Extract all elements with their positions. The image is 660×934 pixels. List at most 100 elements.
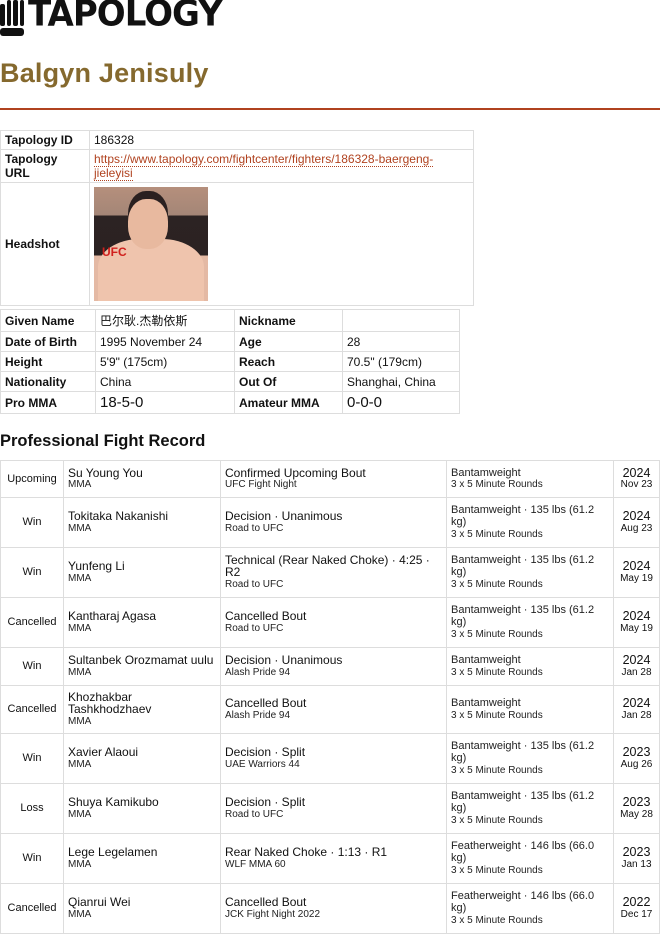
opponent-link[interactable]: Su Young You [68, 465, 143, 480]
event-link[interactable]: Alash Pride 94 [225, 666, 291, 678]
event-link[interactable]: JCK Fight Night 2022 [225, 908, 321, 920]
result: Win [0, 647, 64, 686]
pro-record-value: 18-5-0 [95, 391, 235, 414]
date: Aug 26 [620, 758, 653, 770]
method: Rear Naked Choke · 1:13 · R1 [225, 845, 388, 859]
nationality-value: China [95, 371, 235, 392]
rounds: 3 x 5 Minute Rounds [451, 666, 543, 678]
fight-row: Win Lege Legelamen MMA Rear Naked Choke · 1… [0, 833, 660, 884]
result: Cancelled [0, 685, 64, 734]
opponent-link[interactable]: Kantharaj Agasa [68, 609, 157, 623]
event-link[interactable]: Road to UFC [225, 522, 284, 534]
given-name-value: 巴尔耿.杰勒依斯 [95, 309, 235, 332]
sport: MMA [68, 908, 92, 920]
date: May 28 [620, 808, 653, 820]
rounds: 3 x 5 Minute Rounds [451, 814, 543, 826]
headshot-image: UFC [94, 187, 208, 301]
method: Technical (Rear Naked Choke) · 4:25 · R2 [225, 552, 430, 580]
dob-label: Date of Birth [0, 331, 96, 352]
opponent-link[interactable]: Xavier Alaoui [68, 745, 139, 759]
fight-row: Win Sultanbek Orozmamat uulu MMA Decision ·… [0, 647, 660, 686]
fight-record-table: Upcoming Su Young You MMA Confirmed Upcomin… [0, 460, 660, 934]
year: 2024 [622, 696, 651, 710]
event-link[interactable]: Road to UFC [225, 578, 284, 590]
result: Loss [0, 783, 64, 834]
rounds: 3 x 5 Minute Rounds [451, 764, 543, 776]
result: Win [0, 833, 64, 884]
method: Decision · Split [225, 745, 306, 759]
sport: MMA [68, 479, 92, 490]
date: Nov 23 [620, 479, 653, 490]
method: Cancelled Bout [225, 609, 307, 623]
event-link[interactable]: UFC Fight Night [225, 479, 297, 490]
opponent-link[interactable]: Khozhakbar Tashkhodzhaev [68, 689, 152, 717]
sport: MMA [68, 622, 92, 634]
year: 2024 [622, 653, 651, 667]
logo-text: TAPOLOGY [28, 0, 223, 36]
fight-record-heading: Professional Fight Record [0, 432, 206, 450]
out-of-value: Shanghai, China [342, 371, 460, 392]
year: 2023 [622, 795, 651, 809]
date: Jan 13 [621, 858, 652, 870]
opponent-link[interactable]: Shuya Kamikubo [68, 795, 159, 809]
sport: MMA [68, 858, 92, 870]
id-label: Tapology ID [0, 130, 90, 150]
opponent-link[interactable]: Yunfeng Li [68, 559, 125, 573]
weight: Bantamweight · 135 lbs (61.2 kg) [451, 789, 595, 815]
event-link[interactable]: Road to UFC [225, 808, 284, 820]
result: Win [0, 547, 64, 598]
event-link[interactable]: WLF MMA 60 [225, 858, 286, 870]
result: Win [0, 497, 64, 548]
given-name-label: Given Name [0, 309, 96, 332]
fight-row: Cancelled Khozhakbar Tashkhodzhaev MMA Canc… [0, 685, 660, 734]
dob-value: 1995 November 24 [95, 331, 235, 352]
result: Upcoming [0, 460, 64, 498]
nationality-label: Nationality [0, 371, 96, 392]
date: May 19 [620, 572, 653, 584]
fight-row: Cancelled Qianrui Wei MMA Cancelled Bout JCK… [0, 883, 660, 934]
fight-row: Loss Shuya Kamikubo MMA Decision · Split Roa… [0, 783, 660, 834]
weight: Featherweight · 146 lbs (66.0 kg) [451, 889, 595, 915]
result: Win [0, 733, 64, 784]
fight-row: Cancelled Kantharaj Agasa MMA Cancelled Bou… [0, 597, 660, 648]
sport: MMA [68, 666, 92, 678]
reach-value: 70.5" (179cm) [342, 351, 460, 372]
age-label: Age [234, 331, 343, 352]
date: Dec 17 [620, 908, 653, 920]
amateur-record-value: 0-0-0 [342, 391, 460, 414]
opponent-link[interactable]: Tokitaka Nakanishi [68, 509, 169, 523]
weight: Bantamweight · 135 lbs (61.2 kg) [451, 739, 595, 765]
rounds: 3 x 5 Minute Rounds [451, 914, 543, 926]
event-link[interactable]: Alash Pride 94 [225, 709, 291, 721]
height-label: Height [0, 351, 96, 372]
fight-row: Upcoming Su Young You MMA Confirmed Upcomin… [0, 460, 660, 498]
method: Cancelled Bout [225, 895, 307, 909]
rounds: 3 x 5 Minute Rounds [451, 479, 543, 490]
year: 2024 [622, 559, 651, 573]
event-link[interactable]: UAE Warriors 44 [225, 758, 300, 770]
tapology-url-link[interactable]: https://www.tapology.com/fightcenter/fig… [94, 152, 434, 181]
tapology-logo[interactable]: TAPOLOGY [0, 0, 223, 44]
year: 2024 [622, 465, 651, 480]
method: Cancelled Bout [225, 696, 307, 710]
fight-row: Win Xavier Alaoui MMA Decision · Split UAE W… [0, 733, 660, 784]
method: Confirmed Upcoming Bout [225, 465, 366, 480]
method: Decision · Split [225, 795, 306, 809]
nickname-label: Nickname [234, 309, 343, 332]
year: 2024 [622, 509, 651, 523]
opponent-link[interactable]: Qianrui Wei [68, 895, 131, 909]
event-link[interactable]: Road to UFC [225, 622, 284, 634]
sport: MMA [68, 758, 92, 770]
out-of-label: Out Of [234, 371, 343, 392]
opponent-link[interactable]: Sultanbek Orozmamat uulu [68, 653, 214, 667]
opponent-link[interactable]: Lege Legelamen [68, 845, 158, 859]
weight: Bantamweight · 135 lbs (61.2 kg) [451, 553, 595, 579]
result: Cancelled [0, 597, 64, 648]
id-value: 186328 [89, 130, 474, 150]
sport: MMA [68, 572, 92, 584]
height-value: 5'9" (175cm) [95, 351, 235, 372]
rounds: 3 x 5 Minute Rounds [451, 578, 543, 590]
weight: Bantamweight · 135 lbs (61.2 kg) [451, 603, 595, 629]
date: May 19 [620, 622, 653, 634]
weight: Bantamweight [451, 466, 521, 479]
